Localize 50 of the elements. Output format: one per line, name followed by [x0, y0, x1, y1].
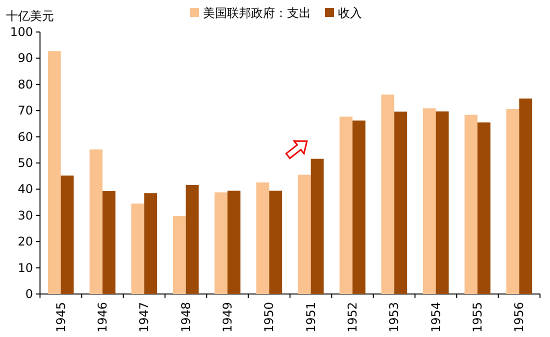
y-axis-title: 十亿美元	[6, 9, 54, 23]
bar	[506, 109, 520, 294]
y-tick-label: 0	[25, 287, 33, 301]
bar	[228, 190, 240, 294]
x-tick-label: 1946	[96, 302, 110, 333]
bar	[422, 108, 436, 294]
bar	[352, 120, 366, 294]
bar	[186, 185, 199, 294]
bar	[436, 111, 449, 294]
bar	[131, 204, 144, 294]
y-tick-label: 90	[18, 51, 33, 66]
bar	[269, 190, 282, 294]
x-tick-label: 1949	[220, 302, 234, 333]
x-tick-label: 1954	[428, 302, 443, 333]
bar	[381, 94, 394, 294]
x-tick-label: 1953	[387, 302, 402, 333]
x-tick-label: 1951	[304, 302, 318, 333]
bar	[90, 149, 102, 294]
bar	[48, 51, 61, 294]
y-tick-label: 80	[18, 77, 33, 92]
x-tick-label: 1952	[346, 302, 360, 333]
y-tick-label: 20	[18, 234, 33, 249]
bar	[172, 216, 186, 294]
bar	[256, 182, 270, 294]
y-tick-label: 50	[18, 156, 33, 170]
y-tick-label: 10	[18, 260, 33, 275]
x-tick-label: 1947	[137, 302, 152, 333]
x-tick-label: 1956	[512, 302, 526, 333]
bar	[298, 174, 311, 294]
bar	[144, 193, 158, 294]
y-tick-label: 60	[18, 130, 33, 144]
y-tick-label: 30	[18, 208, 33, 222]
y-tick-label: 70	[18, 104, 33, 118]
x-tick-label: 1945	[54, 302, 68, 333]
legend-label: 美国联邦政府：支出	[203, 6, 311, 20]
x-tick-label: 1955	[470, 302, 484, 333]
y-tick-label: 100	[10, 25, 33, 39]
bar	[340, 116, 352, 294]
x-tick-label: 1950	[262, 302, 276, 333]
legend-label: 收入	[338, 6, 362, 20]
bar	[214, 192, 228, 294]
bar	[478, 122, 490, 294]
bar	[60, 176, 74, 294]
bar	[519, 98, 532, 294]
bar	[394, 112, 408, 294]
x-tick-label: 1948	[178, 302, 193, 333]
bar	[102, 191, 116, 294]
bar	[464, 114, 478, 294]
y-tick-label: 40	[18, 182, 33, 196]
bar	[310, 158, 324, 294]
